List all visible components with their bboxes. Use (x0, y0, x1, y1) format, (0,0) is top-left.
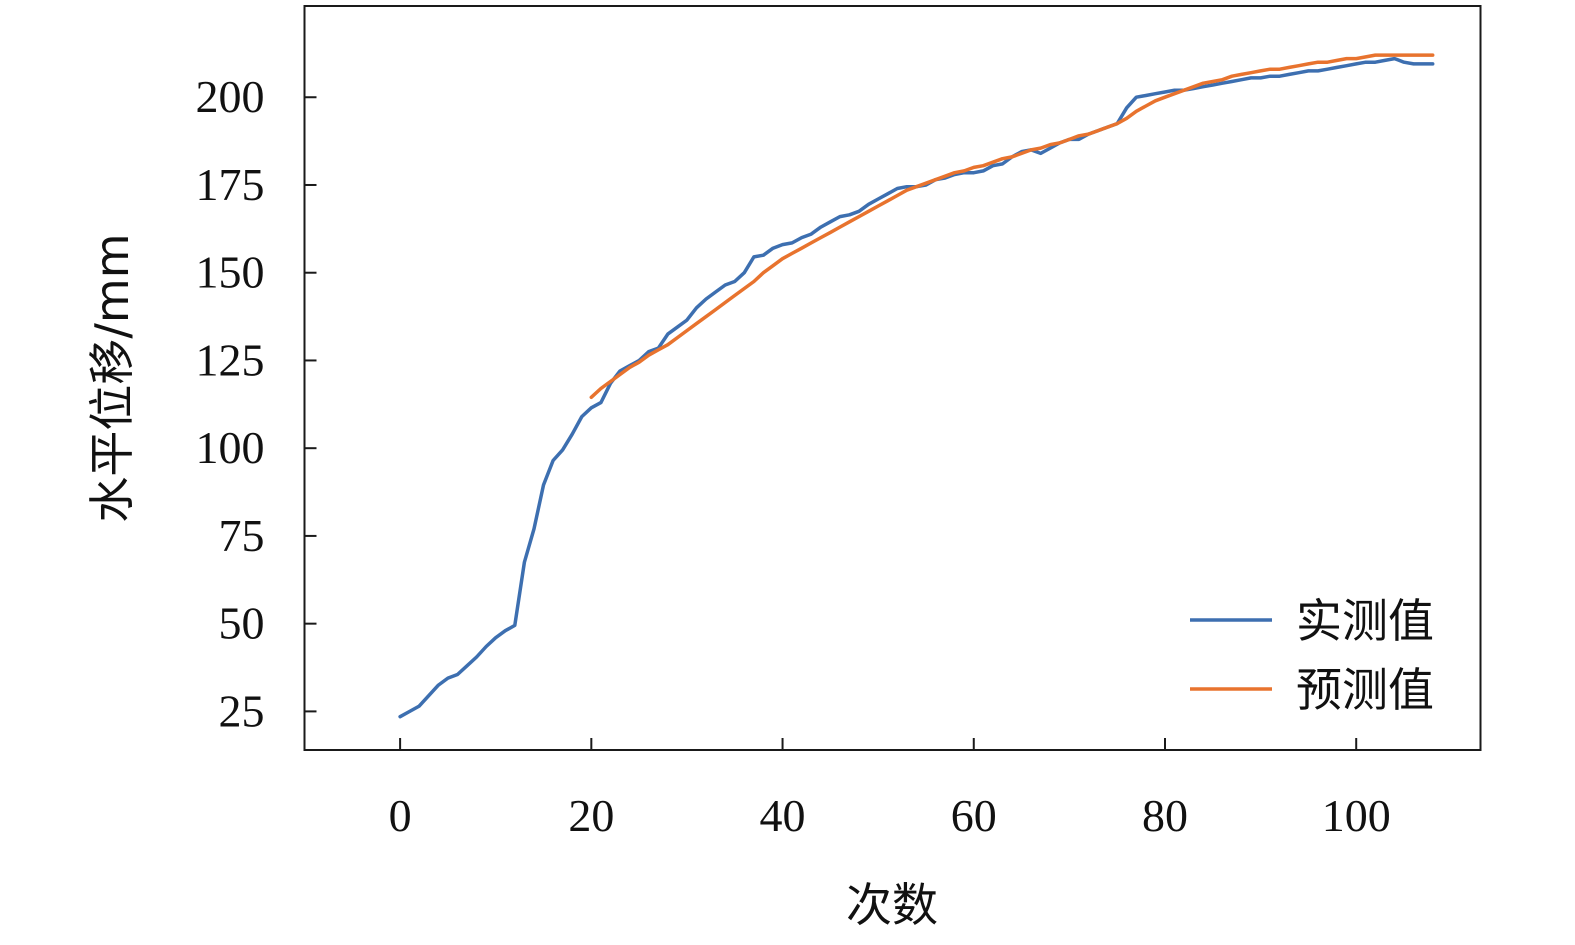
y-tick-label: 175 (196, 159, 265, 210)
legend: 实测值 预测值 (1190, 594, 1434, 717)
series-layer (398, 53, 1435, 719)
x-tick-label: 80 (1142, 790, 1188, 841)
x-tick-label: 60 (951, 790, 997, 841)
x-axis-title: 次数 (846, 878, 938, 932)
y-tick-label: 50 (219, 598, 265, 649)
series-line-measured (398, 56, 1435, 719)
y-tick-label: 100 (196, 422, 265, 473)
y-tick-label: 25 (219, 685, 265, 736)
x-tick-label: 0 (389, 790, 412, 841)
legend-label-predicted: 预测值 (1296, 663, 1434, 717)
legend-label-measured: 实测值 (1296, 594, 1434, 648)
y-tick-label: 150 (196, 247, 265, 298)
x-axis-ticks: 0 20 40 60 80 100 (389, 738, 1391, 841)
x-tick-label: 100 (1322, 790, 1391, 841)
y-axis-title: 水平位移/mm (85, 233, 139, 522)
y-tick-label: 200 (196, 71, 265, 122)
series-line-predicted (589, 53, 1435, 400)
x-tick-label: 40 (760, 790, 806, 841)
y-axis-ticks: 25 50 75 100 125 150 175 200 (196, 71, 317, 736)
plot-frame (303, 5, 1482, 751)
x-tick-label: 20 (568, 790, 614, 841)
y-tick-label: 75 (219, 510, 265, 561)
y-tick-label: 125 (196, 334, 265, 385)
